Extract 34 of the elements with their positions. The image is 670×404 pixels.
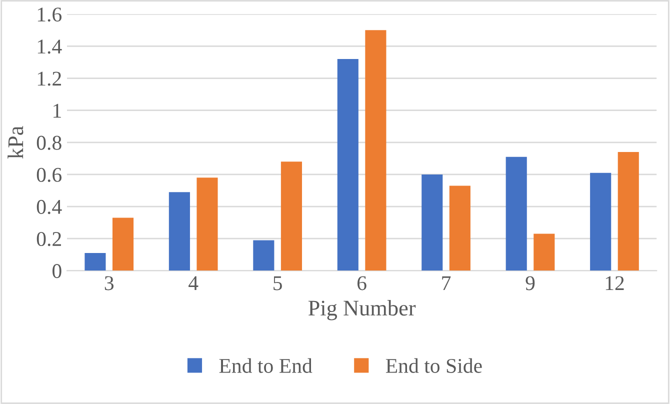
y-tick-label: 1.6 [38,8,62,22]
bar [280,162,302,271]
bar [84,253,106,271]
y-tick-label: 0 [52,264,62,278]
x-tick-label: 9 [526,276,535,290]
bar [422,174,443,271]
x-tick-label: 12 [606,276,624,290]
x-tick-label: 7 [442,276,451,290]
y-tick-label: 0.6 [36,168,62,182]
bar [506,156,527,271]
y-tick-label: 0.4 [36,200,62,214]
y-tick-label: 1.4 [38,40,62,54]
bar [534,234,555,271]
x-tick-label: 4 [188,276,198,290]
bar [590,172,612,271]
bar [449,186,470,271]
legend-label: End to End [219,358,312,373]
x-axis-title: Pig Number [308,300,416,320]
legend-label: End to Side [386,358,482,373]
bar [365,30,386,271]
y-tick-label: 1.2 [38,72,61,86]
x-tick-label: 6 [357,276,366,290]
y-tick-label: 0.2 [36,232,61,246]
bar [112,218,134,271]
x-tick-label: 3 [104,276,114,290]
y-tick-label: 0.8 [36,136,62,150]
bar [253,240,274,271]
bar [618,152,639,271]
bar [168,192,190,271]
y-tick-label: 1 [54,104,61,118]
bar [337,59,358,271]
x-tick-label: 5 [274,276,282,290]
y-axis-title: kPa [8,126,24,159]
bar [196,178,218,271]
